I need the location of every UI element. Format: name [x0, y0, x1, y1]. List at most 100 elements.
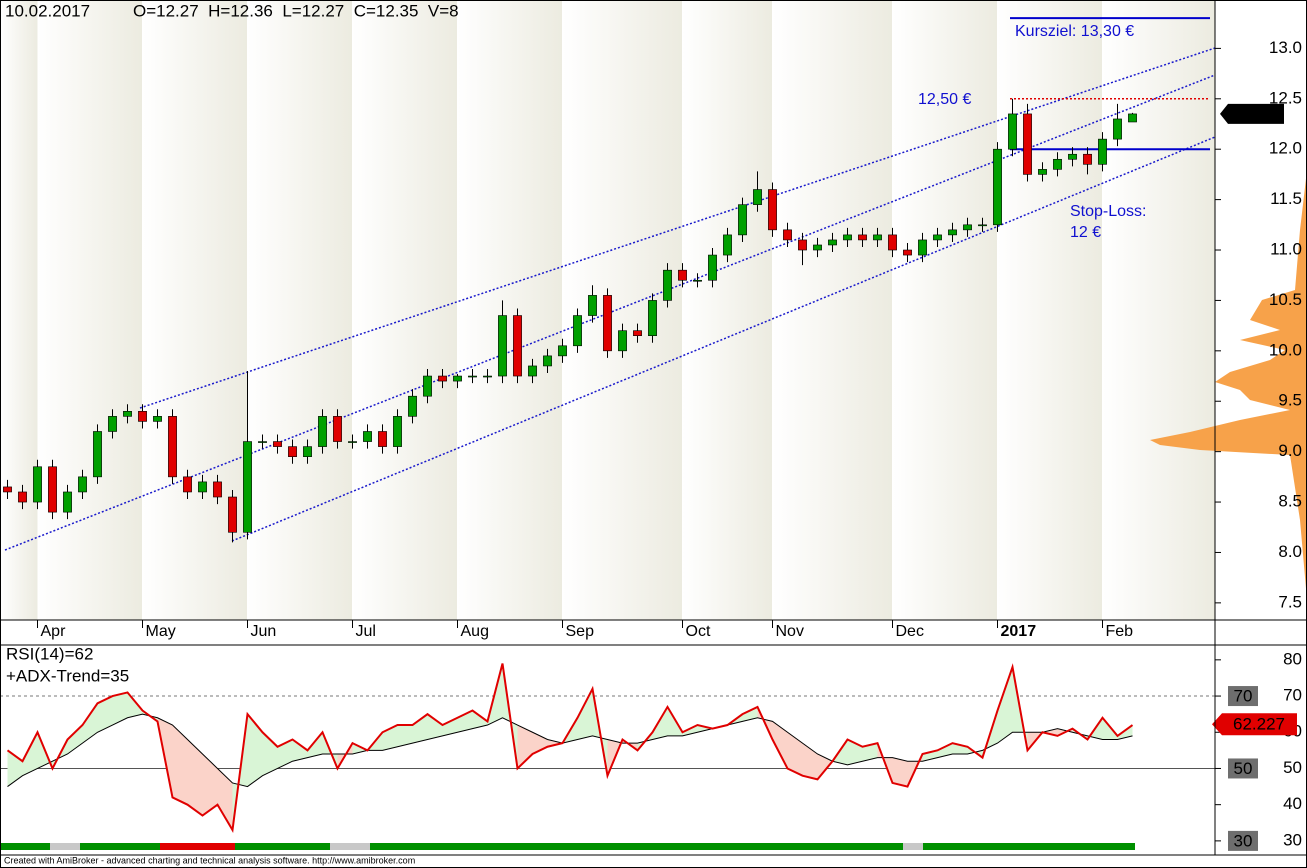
month-band — [352, 0, 458, 620]
trend-band — [330, 843, 370, 850]
month-band — [1102, 0, 1215, 620]
rsi-fill — [787, 732, 803, 776]
rsi-fill — [457, 710, 473, 733]
candle-body — [258, 441, 267, 443]
month-band — [562, 0, 683, 620]
rsi-fill — [82, 703, 98, 744]
candle-body — [828, 239, 837, 246]
level-label: 70 — [1234, 687, 1253, 706]
candle-body — [348, 441, 357, 443]
candle-body — [228, 496, 237, 533]
candle-body — [603, 295, 612, 352]
candle-body — [1008, 113, 1017, 150]
x-tick-label: Dec — [896, 623, 924, 640]
x-tick-label: Sep — [566, 623, 595, 640]
footer: Created with AmiBroker - advanced charti… — [4, 855, 415, 865]
month-band — [892, 0, 998, 620]
x-tick-label: Nov — [776, 623, 804, 640]
candle-body — [273, 441, 282, 447]
candle-body — [3, 486, 12, 493]
series-line — [6, 663, 1134, 834]
candle-body — [993, 148, 1002, 226]
x-tick-label: Aug — [461, 623, 489, 640]
rsi-fill — [247, 714, 263, 787]
rsi-fill — [67, 725, 83, 754]
y-tick-label: 7.5 — [1278, 592, 1302, 611]
candle-body — [63, 491, 72, 513]
y-tick-label: 12.0 — [1269, 139, 1302, 158]
series-line — [7, 713, 1133, 788]
level-box — [1228, 830, 1258, 851]
candle-body — [843, 234, 852, 241]
rsi-fill — [172, 725, 188, 805]
candle-body — [513, 315, 522, 377]
candle-body — [183, 476, 192, 493]
rsi-fill — [22, 732, 38, 776]
rsi-fill — [802, 743, 818, 780]
last-value-label: 62.227 — [1233, 715, 1285, 734]
candle-body — [573, 315, 582, 347]
candle-body — [288, 446, 297, 457]
month-band — [682, 0, 773, 620]
candle-body — [1053, 158, 1062, 170]
candle-body — [333, 416, 342, 442]
rsi-fill — [97, 696, 113, 733]
candle-body — [693, 279, 702, 282]
candle-body — [933, 234, 942, 241]
month-band — [457, 0, 563, 620]
candle-body — [633, 330, 642, 337]
y-tick-label: 13.0 — [1269, 38, 1302, 57]
candle-body — [198, 481, 207, 493]
month-band — [0, 0, 38, 620]
y-tick-label: 9.0 — [1278, 441, 1302, 460]
candle-body — [468, 375, 477, 378]
y-tick-label: 9.5 — [1278, 391, 1302, 410]
x-tick-label: Oct — [686, 623, 711, 640]
rsi-fill — [202, 753, 218, 816]
x-tick-label: May — [146, 623, 176, 640]
y-tick-label: 80 — [1283, 649, 1302, 668]
last-value-box — [1212, 713, 1297, 736]
candle-body — [948, 229, 957, 236]
candle-body — [648, 300, 657, 337]
level-box — [1228, 758, 1258, 779]
candle-body — [678, 269, 687, 281]
y-tick-label: 70 — [1283, 686, 1302, 705]
candle-body — [408, 395, 417, 417]
level-label: 50 — [1234, 759, 1253, 778]
volume-profile — [1150, 170, 1307, 600]
candle-body — [618, 330, 627, 352]
candle-body — [138, 411, 147, 422]
candle-body — [123, 411, 132, 417]
level-box — [1228, 686, 1258, 707]
candle-body — [213, 481, 222, 498]
channel-line — [231, 136, 1216, 542]
candle-body — [813, 244, 822, 251]
trend-band — [0, 843, 1135, 850]
candle-body — [738, 204, 747, 236]
legend-entry: +ADX-Trend=35 — [6, 666, 129, 685]
level-label: 30 — [1234, 831, 1253, 850]
trend-band — [160, 843, 235, 850]
last-price-box — [1220, 103, 1284, 124]
x-tick-label: Apr — [41, 623, 67, 640]
candle-body — [363, 431, 372, 442]
annotation: 12,50 € — [918, 91, 971, 108]
y-tick-label: 12.5 — [1269, 88, 1302, 107]
y-tick-label: 40 — [1283, 794, 1302, 813]
candle-body — [753, 189, 762, 205]
trend-band — [903, 843, 923, 850]
x-tick-label: Jul — [356, 623, 376, 640]
annotation: Stop-Loss: — [1070, 203, 1146, 220]
rsi-fill — [532, 732, 548, 754]
rsi-fill — [937, 743, 953, 758]
rsi-fill — [187, 739, 203, 816]
candle-body — [483, 375, 492, 378]
rsi-fill — [577, 688, 593, 740]
candle-body — [423, 375, 432, 397]
candle-body — [303, 446, 312, 457]
candle-body — [768, 189, 777, 231]
rsi-fill — [817, 753, 833, 780]
candle-body — [453, 375, 462, 382]
candle-body — [918, 239, 927, 256]
